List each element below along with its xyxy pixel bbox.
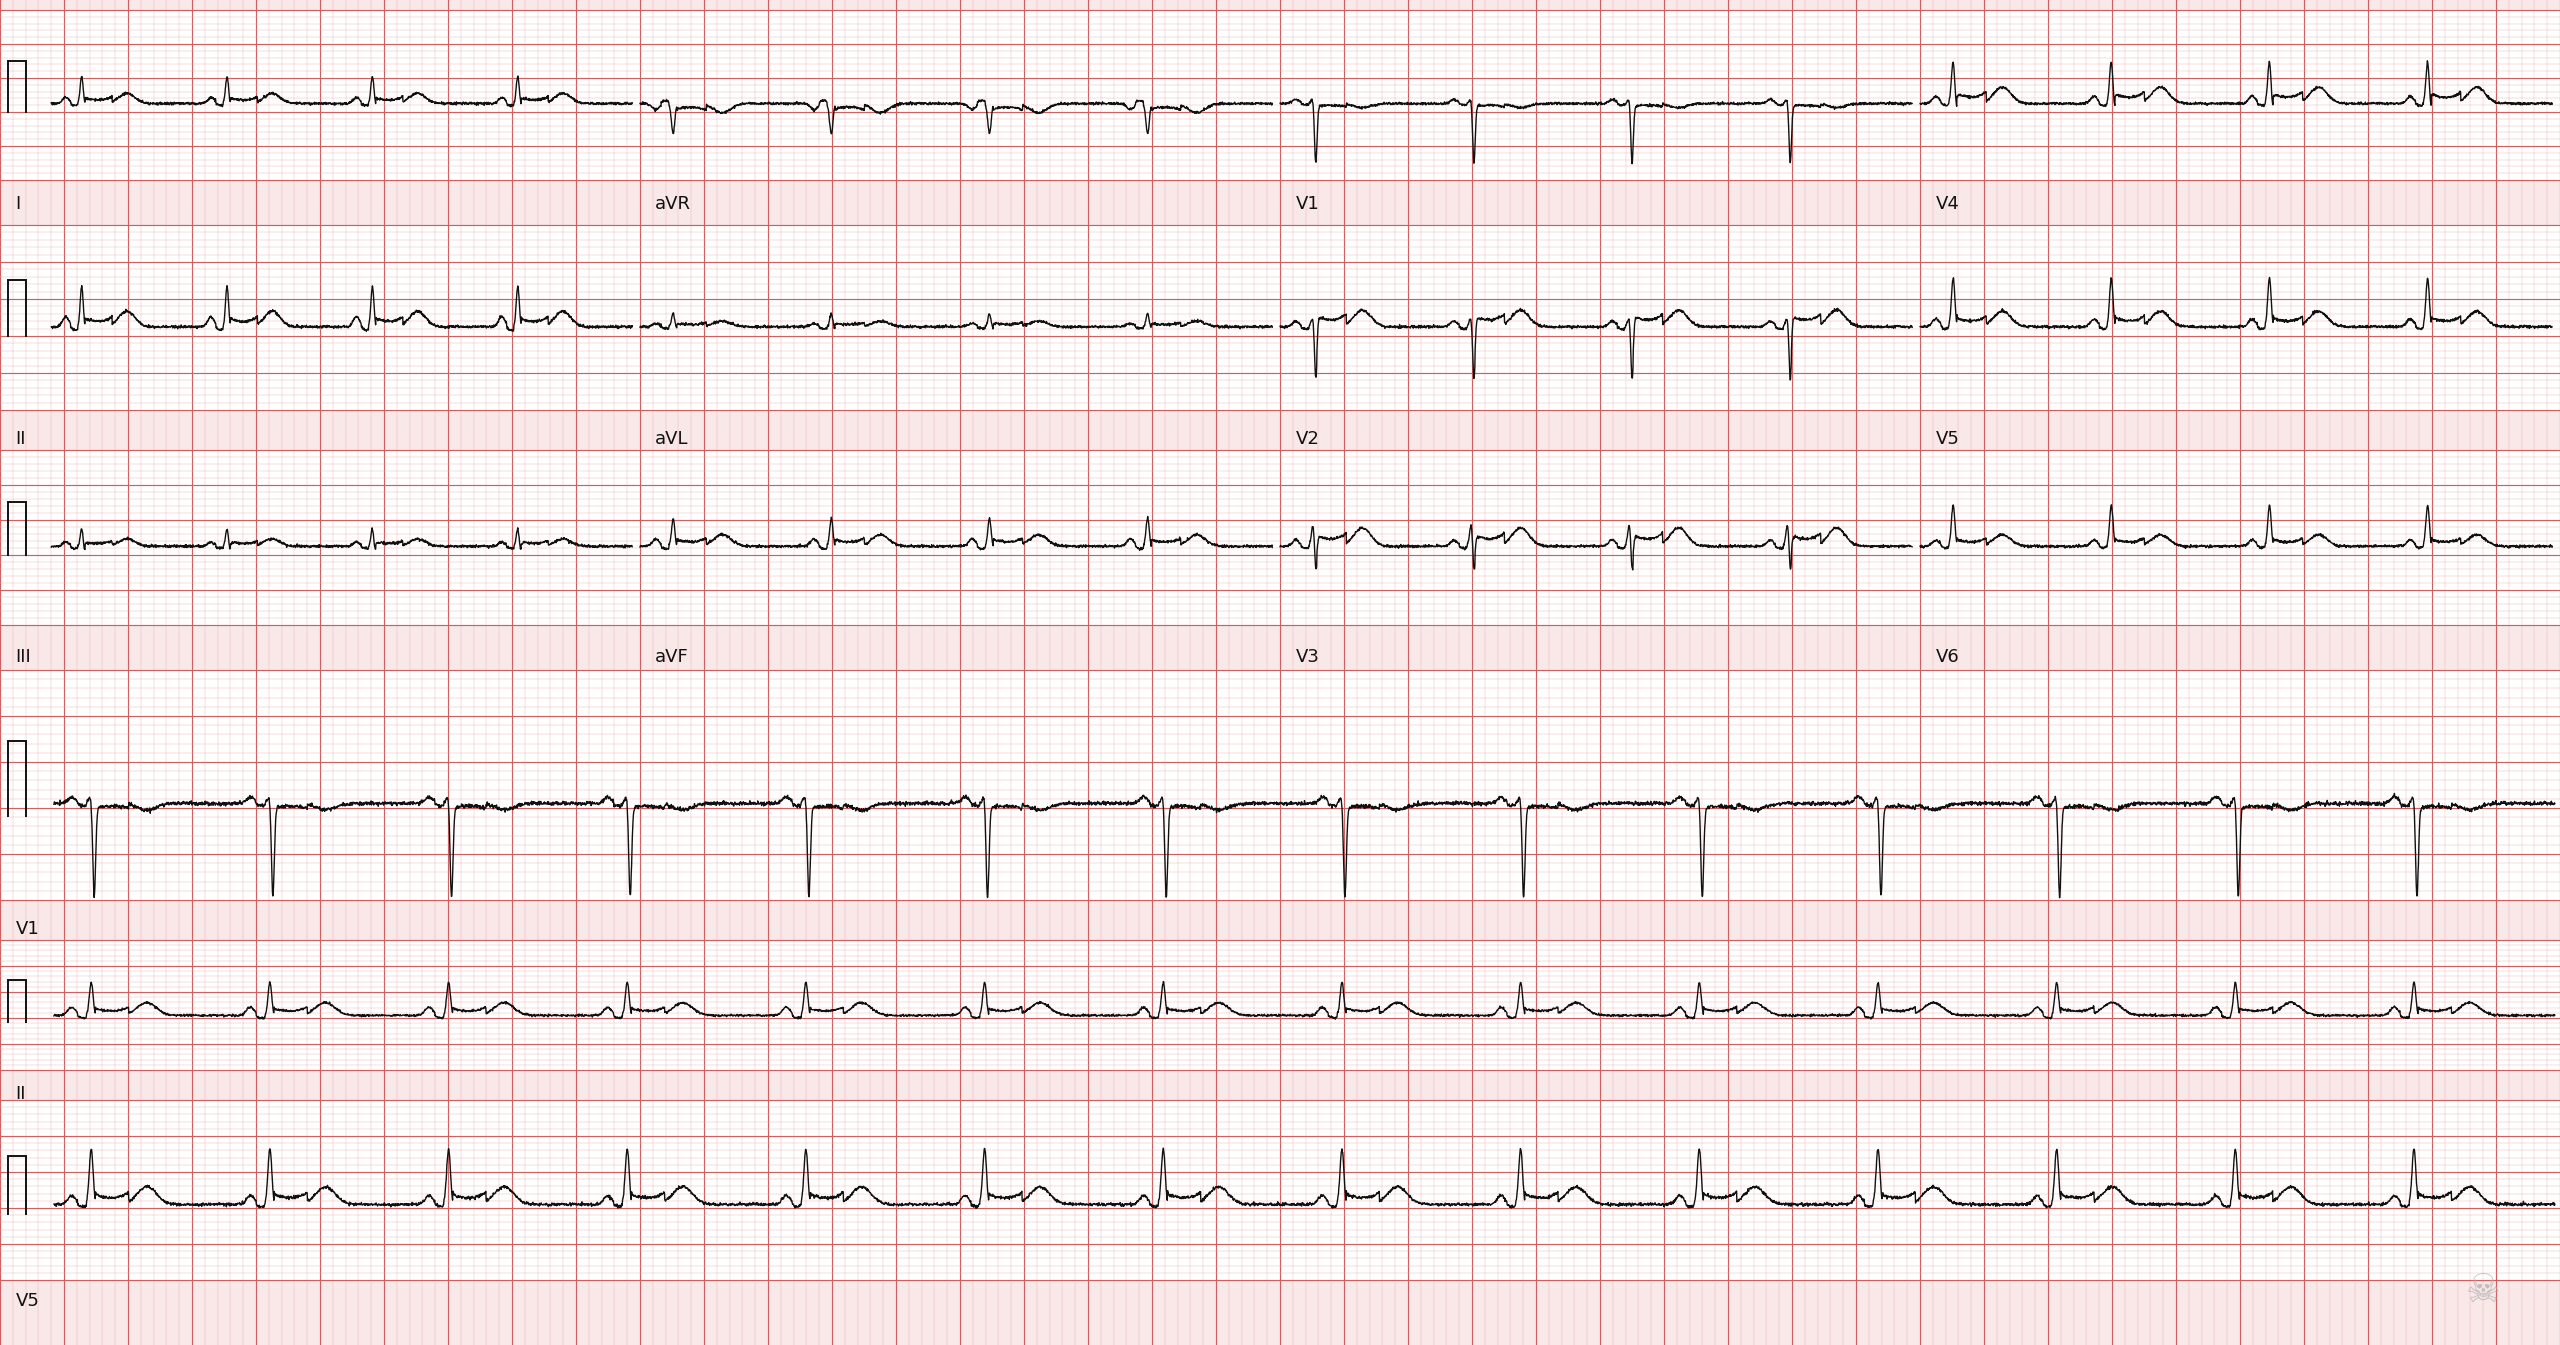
- Text: V1: V1: [1295, 195, 1318, 213]
- Text: V1: V1: [15, 920, 38, 937]
- Text: V5: V5: [1935, 430, 1958, 448]
- Text: V6: V6: [1935, 648, 1958, 666]
- Text: V5: V5: [15, 1293, 38, 1310]
- Text: V4: V4: [1935, 195, 1958, 213]
- Text: II: II: [15, 430, 26, 448]
- Bar: [0, 1100, 2560, 1280]
- Text: V3: V3: [1295, 648, 1318, 666]
- Bar: [0, 451, 2560, 625]
- Bar: [0, 9, 2560, 180]
- Bar: [0, 225, 2560, 410]
- Text: II: II: [15, 1085, 26, 1103]
- Text: aVR: aVR: [655, 195, 691, 213]
- Text: aVL: aVL: [655, 430, 689, 448]
- Text: III: III: [15, 648, 31, 666]
- Text: V2: V2: [1295, 430, 1318, 448]
- Text: aVF: aVF: [655, 648, 689, 666]
- Bar: [0, 670, 2560, 900]
- Bar: [0, 940, 2560, 1071]
- Text: ☠: ☠: [2465, 1272, 2501, 1310]
- Text: I: I: [15, 195, 20, 213]
